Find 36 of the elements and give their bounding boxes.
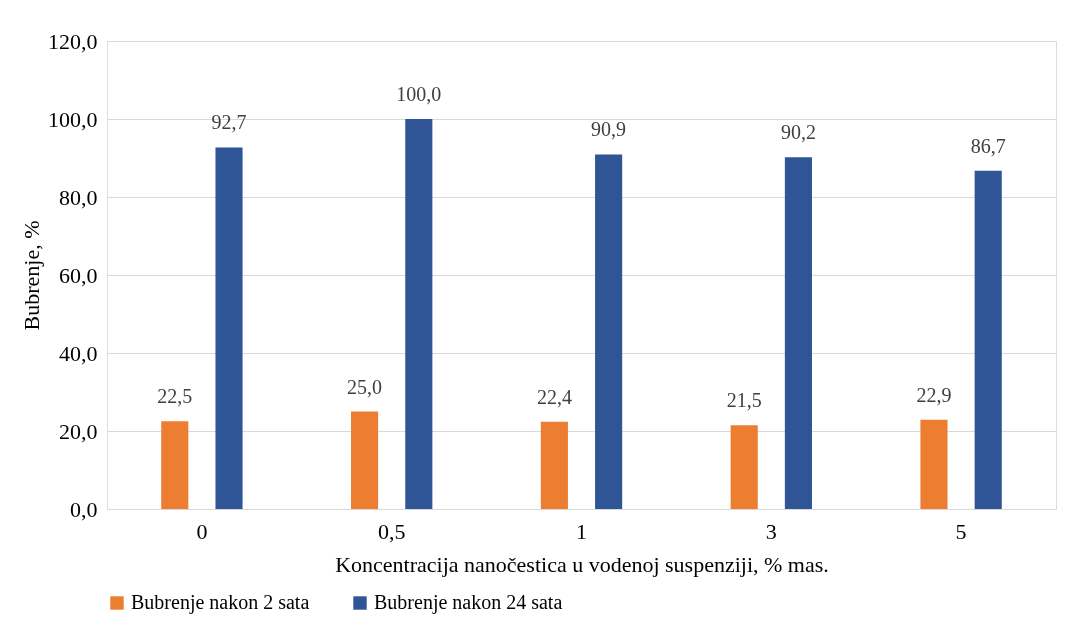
y-tick-label: 120,0 (48, 28, 98, 54)
data-label: 86,7 (970, 134, 1006, 157)
bar (595, 154, 623, 509)
x-tick-label: 3 (765, 518, 777, 544)
legend-label: Bubrenje nakon 2 sata (131, 591, 310, 614)
data-label: 90,2 (780, 121, 816, 144)
data-label: 25,0 (347, 375, 383, 398)
y-tick-label: 100,0 (48, 106, 98, 132)
data-label: 22,9 (916, 383, 952, 406)
y-tick-label: 80,0 (59, 184, 98, 210)
legend-label: Bubrenje nakon 24 sata (374, 591, 563, 614)
bar (920, 419, 948, 509)
bar (405, 119, 433, 509)
data-label: 90,9 (591, 118, 627, 141)
data-label: 22,4 (536, 385, 572, 408)
y-tick-label: 0,0 (70, 496, 98, 522)
data-label: 22,5 (157, 385, 193, 408)
bar (351, 411, 379, 509)
bar (730, 425, 758, 509)
bar (161, 421, 189, 509)
data-label: 92,7 (211, 111, 247, 134)
bar (784, 157, 812, 509)
y-tick-label: 20,0 (59, 418, 98, 444)
bar (215, 147, 243, 509)
x-tick-label: 0 (196, 518, 208, 544)
x-tick-label: 1 (576, 518, 587, 544)
bar (540, 421, 568, 509)
y-axis-title: Bubrenje, % (19, 220, 44, 331)
data-label: 21,5 (726, 389, 762, 412)
data-label: 100,0 (396, 83, 442, 105)
bar (974, 170, 1002, 509)
x-tick-label: 0,5 (377, 518, 406, 544)
x-tick-label: 5 (955, 518, 967, 544)
y-tick-label: 60,0 (59, 262, 98, 288)
y-tick-label: 40,0 (59, 340, 98, 366)
x-axis-title: Koncentracija nanočestica u vodenoj suspenziji, % mas. (335, 551, 829, 577)
